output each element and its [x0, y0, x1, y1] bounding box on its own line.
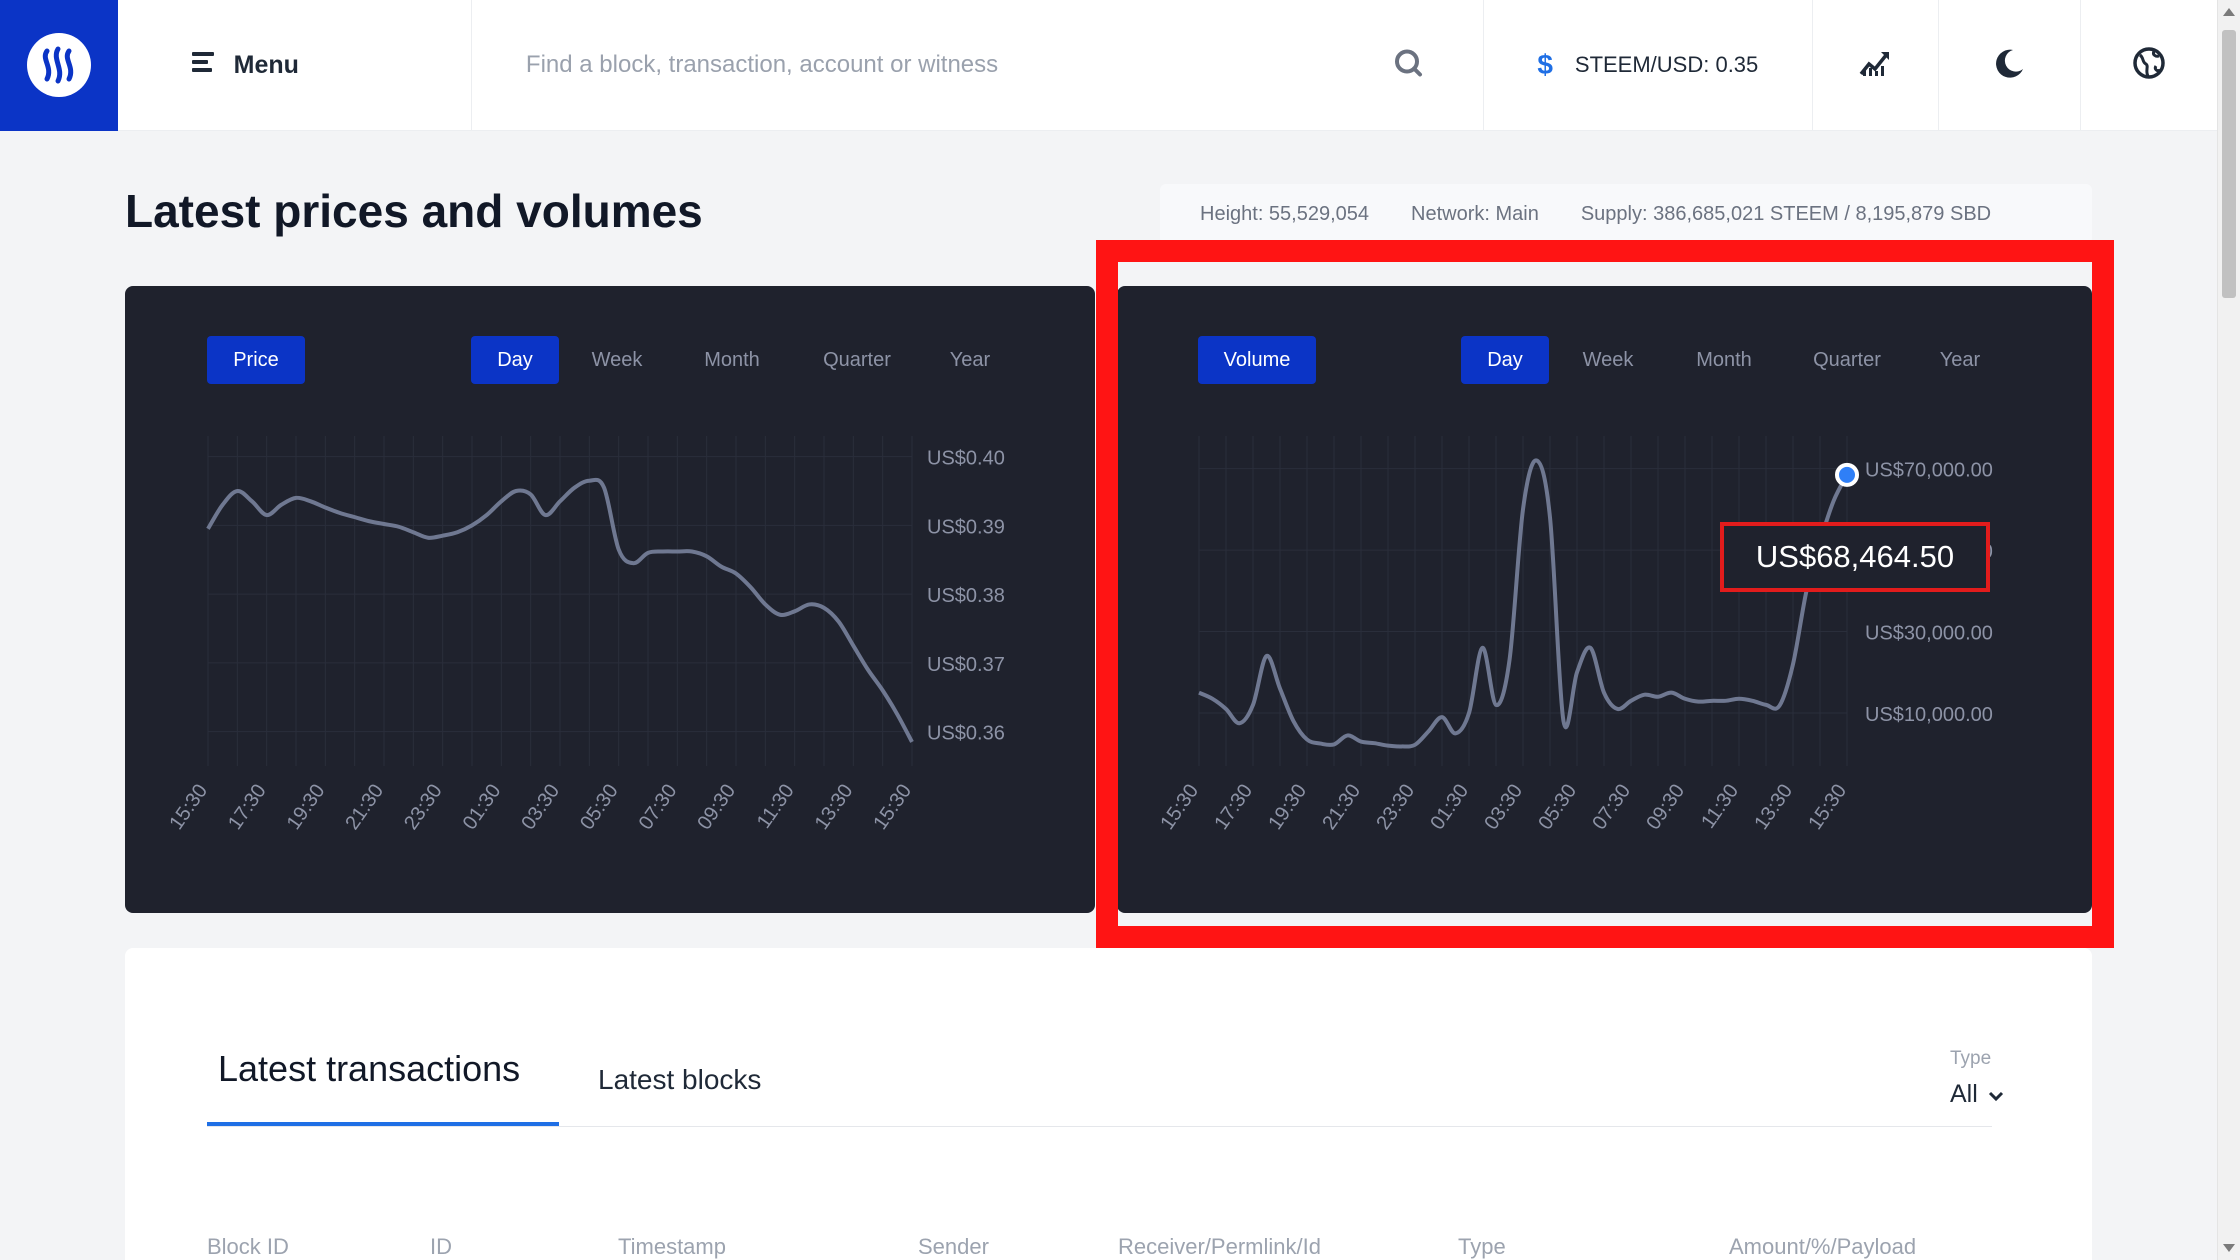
volume-y-tick-label: US$30,000.00 [1865, 623, 1993, 645]
price-x-tick-label: 03:30 [517, 780, 564, 834]
volume-x-tick-label: 01:30 [1426, 780, 1473, 834]
volume-chart-panel: Volume Day Week Month Quarter Year US$70… [1117, 286, 2092, 913]
volume-x-tick-label: 15:30 [1156, 780, 1203, 834]
volume-range-year[interactable]: Year [1939, 348, 1981, 371]
menu-label: Menu [233, 50, 299, 79]
price-y-tick-label: US$0.37 [927, 654, 1005, 676]
price-x-tick-label: 17:30 [224, 780, 271, 834]
page-scrollbar[interactable] [2217, 0, 2240, 1260]
hamburger-icon [191, 51, 216, 80]
steem-logo-icon [26, 33, 91, 97]
price-x-tick-label: 05:30 [576, 780, 623, 834]
price-x-tick-label: 07:30 [635, 780, 682, 834]
volume-series-line [1198, 458, 1849, 749]
price-y-tick-label: US$0.39 [927, 516, 1005, 538]
price-y-tick-label: US$0.40 [927, 448, 1005, 470]
price-x-tick-label: 13:30 [811, 780, 858, 834]
volume-range-month[interactable]: Month [1696, 348, 1752, 371]
price-y-tick-label: US$0.36 [927, 723, 1005, 745]
volume-x-tick-label: 05:30 [1534, 780, 1581, 834]
volume-range-week[interactable]: Week [1582, 348, 1634, 371]
volume-x-tick-label: 23:30 [1372, 780, 1419, 834]
steem-price-label: STEEM/USD: 0.35 [1574, 52, 1759, 77]
volume-x-tick-label: 09:30 [1642, 780, 1689, 834]
price-chart-panel: Price Day Week Month Quarter Year US$0.4… [125, 286, 1095, 913]
volume-range-day[interactable]: Day [1461, 336, 1549, 384]
price-range-month[interactable]: Month [704, 348, 760, 371]
tab-latest-blocks[interactable]: Latest blocks [598, 1064, 762, 1095]
steem-price-ticker[interactable]: $ STEEM/USD: 0.35 [1484, 0, 1813, 131]
scrollbar-thumb[interactable] [2222, 30, 2236, 298]
price-range-day[interactable]: Day [471, 336, 559, 384]
price-range-quarter[interactable]: Quarter [823, 348, 891, 371]
search-input[interactable] [525, 51, 1386, 79]
top-header: Menu $ STEEM/USD: 0.35 [0, 0, 2217, 131]
price-x-tick-label: 01:30 [459, 780, 506, 834]
column-header-block-id[interactable]: Block ID [207, 1234, 289, 1259]
page-title: Latest prices and volumes [125, 185, 703, 237]
volume-range-quarter[interactable]: Quarter [1813, 348, 1881, 371]
price-grid [207, 436, 913, 766]
tabs-divider [207, 1126, 1992, 1127]
trending-chart-icon [1859, 48, 1891, 83]
dark-mode-toggle[interactable] [1939, 0, 2081, 131]
block-height: Height: 55,529,054 [1200, 202, 1370, 225]
volume-tooltip: US$68,464.50 [1720, 522, 1990, 592]
tab-latest-transactions[interactable]: Latest transactions [218, 1048, 521, 1089]
chart-stats-button[interactable] [1813, 0, 1939, 131]
volume-x-tick-label: 19:30 [1264, 780, 1311, 834]
price-x-tick-label: 15:30 [869, 780, 916, 834]
steem-logo[interactable] [0, 0, 118, 131]
price-range-week[interactable]: Week [591, 348, 643, 371]
type-filter-value: All [1950, 1080, 1978, 1108]
price-mode-button[interactable]: Price [207, 336, 305, 384]
dollar-icon: $ [1537, 49, 1553, 80]
search-bar [472, 0, 1484, 131]
volume-x-tick-label: 13:30 [1750, 780, 1797, 834]
volume-y-tick-label: US$70,000.00 [1865, 460, 1993, 482]
volume-mode-button[interactable]: Volume [1198, 336, 1316, 384]
moon-icon [1993, 47, 2025, 84]
column-header-amount[interactable]: Amount/%/Payload [1729, 1234, 1917, 1259]
active-tab-indicator [207, 1122, 559, 1126]
volume-x-tick-label: 15:30 [1804, 780, 1851, 834]
price-line-chart: US$0.40 US$0.39 US$0.38 US$0.37 US$0.36 15:30… [165, 436, 1005, 834]
price-x-tick-label: 15:30 [165, 780, 212, 834]
type-filter-select[interactable]: All [1950, 1080, 2004, 1109]
price-y-tick-label: US$0.38 [927, 585, 1005, 607]
supply-label: Supply: 386,685,021 STEEM / 8,195,879 SB… [1580, 202, 1992, 225]
chain-stats-bar: Height: 55,529,054 Network: Main Supply:… [1160, 184, 2092, 244]
column-header-sender[interactable]: Sender [918, 1234, 989, 1259]
column-header-timestamp[interactable]: Timestamp [618, 1234, 726, 1259]
scroll-down-arrow-icon[interactable] [2223, 1244, 2235, 1252]
scroll-up-arrow-icon[interactable] [2223, 8, 2235, 16]
globe-icon [2132, 46, 2166, 85]
language-button[interactable] [2081, 0, 2218, 131]
type-filter-label: Type [1950, 1048, 1992, 1069]
price-x-tick-label: 11:30 [753, 780, 799, 832]
volume-x-tick-label: 03:30 [1480, 780, 1527, 834]
price-range-year[interactable]: Year [949, 348, 991, 371]
column-header-type[interactable]: Type [1458, 1234, 1506, 1259]
volume-line-chart: US$70,000.00US$50,000.00US$30,000.00US$1… [1156, 436, 1993, 834]
volume-grid [1198, 436, 1848, 766]
price-x-tick-label: 23:30 [400, 780, 447, 834]
price-x-tick-label: 21:30 [341, 780, 388, 834]
column-header-receiver[interactable]: Receiver/Permlink/Id [1118, 1234, 1321, 1259]
transactions-card: Latest transactions Latest blocks Type A… [125, 948, 2092, 1260]
volume-x-tick-label: 11:30 [1697, 780, 1743, 832]
column-header-id[interactable]: ID [430, 1234, 452, 1259]
price-x-tick-label: 19:30 [283, 780, 330, 834]
price-series-line [206, 477, 914, 743]
chevron-down-icon [1988, 1080, 2004, 1109]
volume-x-tick-label: 07:30 [1588, 780, 1635, 834]
volume-x-tick-label: 21:30 [1318, 780, 1365, 834]
network-label: Network: Main [1411, 202, 1539, 225]
volume-hover-point[interactable] [1835, 462, 1859, 487]
volume-x-tick-label: 17:30 [1210, 780, 1257, 834]
search-icon[interactable] [1393, 48, 1423, 83]
volume-y-tick-label: US$10,000.00 [1865, 704, 1993, 726]
menu-button[interactable]: Menu [118, 0, 472, 131]
price-x-tick-label: 09:30 [693, 780, 740, 834]
